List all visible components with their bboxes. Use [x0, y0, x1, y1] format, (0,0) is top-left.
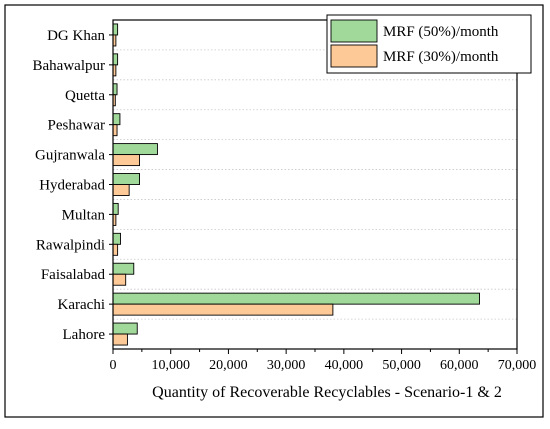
bar-faisalabad-mrf-30 — [112, 273, 127, 286]
y-tick-label-quetta: Quetta — [65, 88, 105, 104]
x-tick-label: 10,000 — [151, 358, 190, 373]
legend-label-mrf-50: MRF (50%)/month — [383, 24, 499, 40]
bar-gujranwala-mrf-30 — [112, 154, 140, 167]
y-tick-label-faisalabad: Faisalabad — [41, 267, 106, 283]
bar-karachi-mrf-50 — [112, 292, 480, 305]
bar-peshawar-mrf-50 — [112, 113, 121, 126]
x-tick-label: 50,000 — [382, 358, 421, 373]
x-tick-label: 20,000 — [209, 358, 248, 373]
x-tick-label: 0 — [110, 358, 117, 373]
y-tick-label-lahore: Lahore — [63, 327, 106, 343]
y-tick-label-dg-khan: DG Khan — [47, 28, 105, 44]
legend-swatch-mrf-30 — [330, 44, 378, 68]
bar-gujranwala-mrf-50 — [112, 143, 158, 156]
axis-layer: Lahore Karachi Faisalabad Rawalpindi Multan H… — [33, 28, 537, 373]
bar-faisalabad-mrf-50 — [112, 262, 135, 275]
bar-rawalpindi-mrf-50 — [112, 232, 121, 245]
bar-karachi-mrf-30 — [112, 303, 334, 316]
y-tick-label-peshawar: Peshawar — [48, 118, 105, 134]
y-tick-label-bahawalpur: Bahawalpur — [33, 58, 105, 74]
y-tick-label-hyderabad: Hyderabad — [39, 178, 105, 194]
legend: MRF (50%)/month MRF (30%)/month — [326, 14, 532, 74]
bar-dg-khan-mrf-50 — [112, 23, 119, 36]
bar-quetta-mrf-50 — [112, 83, 118, 96]
bar-hyderabad-mrf-30 — [112, 184, 130, 196]
bar-rawalpindi-mrf-30 — [112, 243, 119, 256]
outer-frame — [4, 4, 544, 418]
y-tick-label-gujranwala: Gujranwala — [35, 148, 105, 164]
y-tick-label-multan: Multan — [62, 207, 106, 223]
bar-hyderabad-mrf-50 — [112, 173, 140, 185]
legend-swatch-mrf-50 — [330, 19, 378, 43]
grid-layer — [113, 49, 517, 320]
x-axis-title: Quantity of Recoverable Recyclables - Sc… — [152, 384, 502, 401]
bar-multan-mrf-50 — [112, 202, 119, 215]
y-tick-label-karachi: Karachi — [58, 297, 105, 313]
bar-bahawalpur-mrf-50 — [112, 53, 119, 66]
bar-peshawar-mrf-30 — [112, 124, 118, 137]
x-tick-label: 40,000 — [325, 358, 364, 373]
x-tick-label: 30,000 — [267, 358, 306, 373]
bar-lahore-mrf-50 — [112, 322, 138, 335]
y-tick-label-rawalpindi: Rawalpindi — [36, 237, 105, 253]
legend-label-mrf-30: MRF (30%)/month — [383, 49, 499, 65]
bar-lahore-mrf-30 — [112, 333, 128, 346]
x-tick-label: 60,000 — [440, 358, 479, 373]
x-tick-label: 70,000 — [498, 358, 537, 373]
